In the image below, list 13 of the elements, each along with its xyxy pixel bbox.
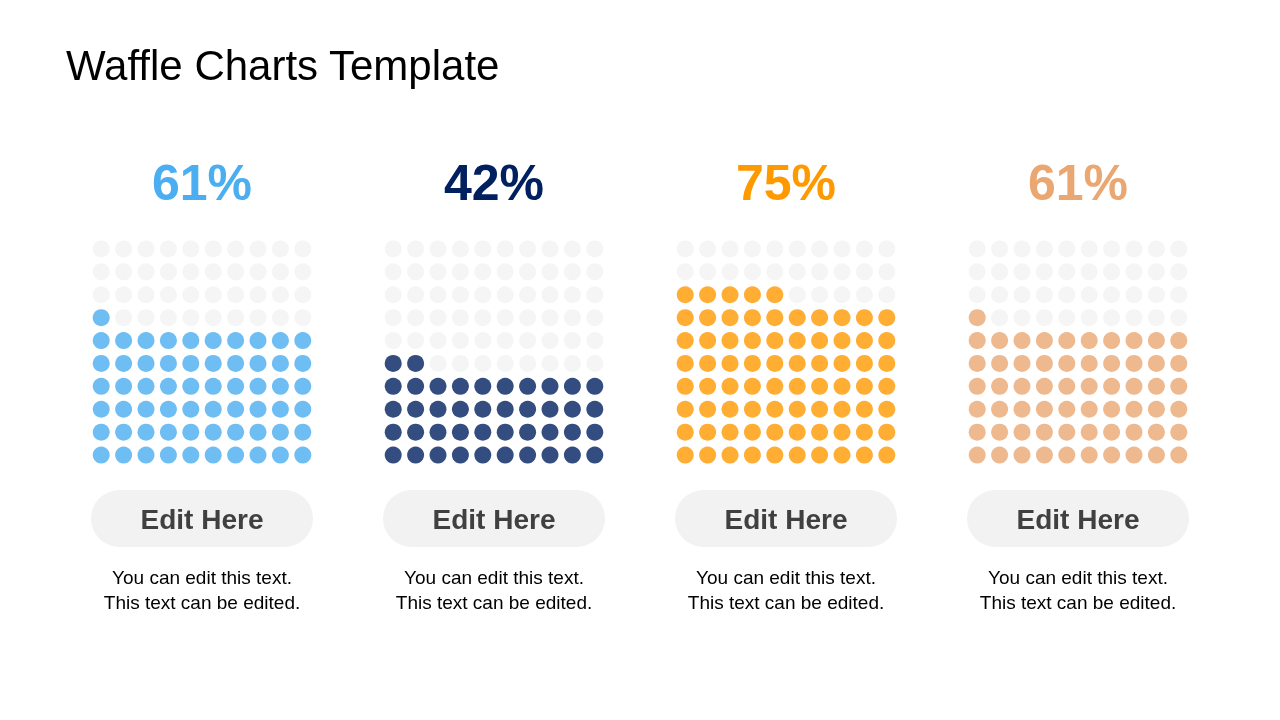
- data-label: 42%: [443, 155, 545, 211]
- data-label: 61%: [1027, 155, 1129, 211]
- category-label: Edit Here: [140, 503, 264, 535]
- category-label: Edit Here: [724, 503, 848, 535]
- text: You can edit this text. This text can be edited.: [395, 567, 593, 613]
- data-label: 75%: [735, 155, 837, 211]
- text: You can edit this text. This text can be edited.: [687, 567, 885, 613]
- data-label: 61%: [151, 155, 253, 211]
- text: You can edit this text. This text can be edited.: [979, 567, 1177, 613]
- category-label: Edit Here: [432, 503, 556, 535]
- text: Waffle Charts Template: [66, 41, 500, 89]
- category-label: Edit Here: [1016, 503, 1140, 535]
- text: You can edit this text. This text can be edited.: [103, 567, 301, 613]
